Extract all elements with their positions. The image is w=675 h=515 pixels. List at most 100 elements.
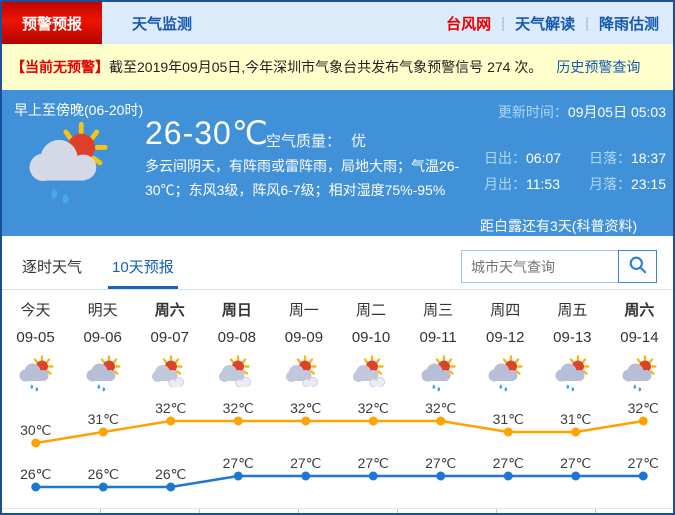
forecast-day-column: 周二 09-10 xyxy=(337,298,404,401)
svg-text:30℃: 30℃ xyxy=(20,422,51,438)
forecast-day-column: 周六 09-14 xyxy=(606,298,673,401)
city-weather-search-input[interactable] xyxy=(461,250,619,283)
cloudy-icon xyxy=(337,352,404,401)
tab-weather-monitor[interactable]: 天气监测 xyxy=(132,15,193,33)
city-weather-search xyxy=(461,250,657,283)
forecast-period-label: 早上至傍晚(06-20时) xyxy=(14,102,144,118)
table-column-divider xyxy=(298,509,299,513)
rain-estimate-link[interactable]: 降雨估测 xyxy=(598,15,659,33)
history-warning-link[interactable]: 历史预警查询 xyxy=(556,59,641,75)
forecast-day-column: 今天 09-05 xyxy=(2,298,69,401)
typhoon-net-link[interactable]: 台风网 xyxy=(446,15,492,33)
cloudy-icon xyxy=(203,352,270,401)
svg-text:32℃: 32℃ xyxy=(628,401,659,416)
air-quality: 空气质量： 优 xyxy=(266,130,366,151)
cloudy-icon xyxy=(136,352,203,401)
tab-warning-forecast[interactable]: 预警预报 xyxy=(2,2,102,44)
svg-text:31℃: 31℃ xyxy=(560,411,591,427)
notice-text: 截至2019年09月05日,今年深圳市气象台共发布气象预警信号 274 次。 xyxy=(109,59,543,75)
shower-icon xyxy=(2,352,69,401)
day-date: 09-06 xyxy=(83,329,122,346)
shower-icon xyxy=(405,352,472,401)
tab-ten-day-forecast[interactable]: 10天预报 xyxy=(108,244,178,289)
shower-icon xyxy=(472,352,539,401)
day-name: 周日 xyxy=(221,302,252,319)
search-icon xyxy=(628,255,648,278)
forecast-day-column: 周五 09-13 xyxy=(539,298,606,401)
panel-right-info: 更新时间：09月05日 05:03 日出：06:07 日落：18:37 月出：1… xyxy=(480,100,666,234)
svg-text:27℃: 27℃ xyxy=(493,455,524,471)
day-name: 今天 xyxy=(20,302,51,319)
table-column-divider xyxy=(100,509,101,513)
svg-text:26℃: 26℃ xyxy=(20,466,51,482)
svg-text:32℃: 32℃ xyxy=(290,401,321,416)
day-name: 周五 xyxy=(557,302,588,319)
air-quality-label: 空气质量： xyxy=(266,133,342,150)
shower-icon xyxy=(69,352,136,401)
no-warning-badge: 【当前无预警】 xyxy=(11,59,109,75)
cutoff-table-edge xyxy=(2,508,673,513)
svg-text:27℃: 27℃ xyxy=(425,455,456,471)
svg-text:32℃: 32℃ xyxy=(155,401,186,416)
table-column-divider xyxy=(496,509,497,513)
table-column-divider xyxy=(595,509,596,513)
day-date: 09-14 xyxy=(620,329,659,346)
day-date: 09-09 xyxy=(284,329,324,346)
day-date: 09-05 xyxy=(16,329,55,346)
table-column-divider xyxy=(199,509,200,513)
temperature-trend-chart: 30℃ 31℃ 32℃ 32℃ 32℃ 32℃ 32℃ 31℃ 31℃ 32℃ 26℃ 26℃ 26℃ 2… xyxy=(2,400,673,513)
forecast-day-column: 周一 09-09 xyxy=(270,298,337,401)
day-name: 周一 xyxy=(288,302,319,319)
spacer xyxy=(2,236,673,244)
day-date: 09-12 xyxy=(486,329,525,346)
svg-text:31℃: 31℃ xyxy=(88,411,119,427)
weather-explain-link[interactable]: 天气解读 xyxy=(515,15,576,33)
day-date: 09-11 xyxy=(419,329,457,346)
sunrise-sunset-row: 日出：06:07 日落：18:37 xyxy=(484,150,666,166)
air-quality-value: 优 xyxy=(351,133,367,150)
forecast-day-column: 周日 09-08 xyxy=(203,298,270,401)
top-links: 台风网 | 天气解读 | 降雨估测 xyxy=(446,2,673,44)
day-name: 明天 xyxy=(87,302,118,319)
day-name: 周六 xyxy=(154,302,185,319)
forecast-day-column: 周三 09-11 xyxy=(405,298,472,401)
moonrise-moonset-row: 月出：11:53 月落：23:15 xyxy=(484,176,666,192)
update-time: 更新时间：09月05日 05:03 xyxy=(497,104,666,120)
solar-term-note-link[interactable]: 距白露还有3天(科普资料) xyxy=(480,218,638,234)
svg-text:26℃: 26℃ xyxy=(88,466,119,482)
weather-description: 多云间阴天，有阵雨或雷阵雨，局地大雨；气温26-30℃；东风3级，阵风6-7级；… xyxy=(145,158,460,198)
current-weather-panel: 早上至傍晚(06-20时) 26-30℃ 空气质量： 优 多云间阴天，有阵雨或雷阵… xyxy=(2,90,673,236)
svg-text:26℃: 26℃ xyxy=(155,466,186,482)
svg-text:31℃: 31℃ xyxy=(493,411,524,427)
day-name: 周二 xyxy=(356,302,387,319)
table-column-divider xyxy=(397,509,398,513)
svg-text:32℃: 32℃ xyxy=(358,401,389,416)
separator: | xyxy=(585,14,589,32)
top-navigation-bar: 预警预报 天气监测 台风网 | 天气解读 | 降雨估测 xyxy=(2,2,673,44)
day-name: 周三 xyxy=(423,302,454,319)
svg-text:32℃: 32℃ xyxy=(223,401,254,416)
day-name: 周四 xyxy=(490,302,521,319)
forecast-day-column: 明天 09-06 xyxy=(69,298,136,401)
svg-text:27℃: 27℃ xyxy=(290,455,321,471)
svg-text:27℃: 27℃ xyxy=(628,455,659,471)
tab-hourly-weather[interactable]: 逐时天气 xyxy=(22,259,83,276)
svg-text:32℃: 32℃ xyxy=(425,401,456,416)
sun-cloud-rain-icon xyxy=(22,121,114,211)
warning-notice-bar: 【当前无预警】 截至2019年09月05日,今年深圳市气象台共发布气象预警信号 … xyxy=(2,44,673,90)
svg-text:27℃: 27℃ xyxy=(358,455,389,471)
shower-icon xyxy=(539,352,606,401)
separator: | xyxy=(501,14,506,32)
ten-day-forecast-columns: 今天 09-05 明天 09-06 周六 09-07 xyxy=(2,290,673,401)
shower-icon xyxy=(606,352,673,401)
day-date: 09-13 xyxy=(553,329,592,346)
svg-text:27℃: 27℃ xyxy=(560,455,591,471)
day-date: 09-10 xyxy=(351,329,391,346)
temperature-range: 26-30℃ xyxy=(145,115,269,151)
day-date: 09-07 xyxy=(150,329,189,346)
svg-text:27℃: 27℃ xyxy=(223,455,254,471)
forecast-day-column: 周四 09-12 xyxy=(472,298,539,401)
day-name: 周六 xyxy=(624,302,655,319)
search-button[interactable] xyxy=(618,250,657,283)
